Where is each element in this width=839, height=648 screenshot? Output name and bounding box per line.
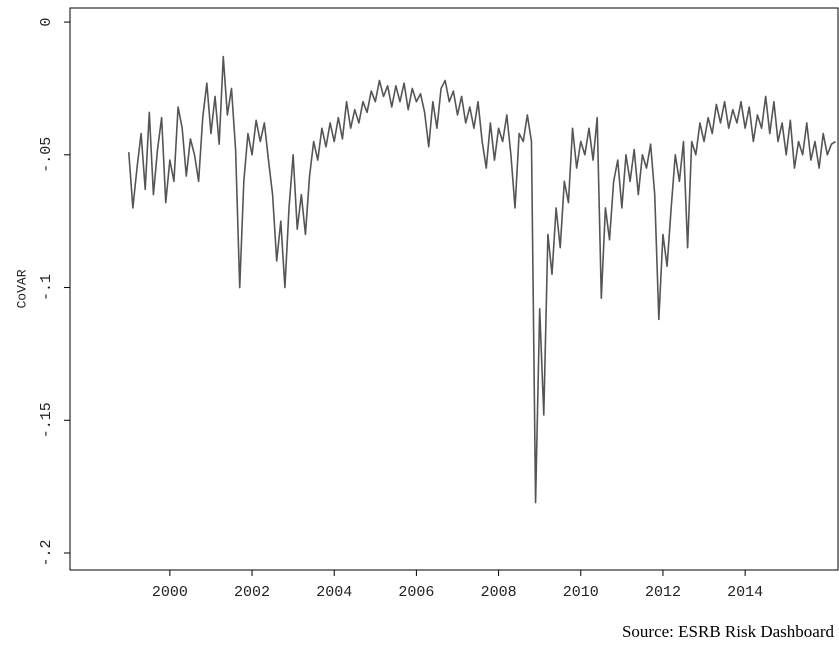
x-tick-label: 2002 <box>234 584 270 601</box>
data-line <box>127 55 836 504</box>
y-tick-label: -.2 <box>38 540 55 567</box>
x-tick-label: 2006 <box>398 584 434 601</box>
y-tick-label: -.1 <box>38 274 55 301</box>
y-tick-label: -.15 <box>38 402 55 438</box>
x-tick-label: 2004 <box>316 584 352 601</box>
y-tick-label: -.05 <box>38 137 55 173</box>
x-tick-label: 2014 <box>727 584 763 601</box>
x-tick-label: 2000 <box>152 584 188 601</box>
plot-frame <box>69 7 839 571</box>
x-tick-label: 2008 <box>481 584 517 601</box>
x-tick-label: 2010 <box>563 584 599 601</box>
y-tick-label: 0 <box>38 18 55 27</box>
x-tick-label: 2012 <box>645 584 681 601</box>
y-axis-label: CoVAR <box>14 269 29 308</box>
source-note: Source: ESRB Risk Dashboard <box>622 622 835 641</box>
